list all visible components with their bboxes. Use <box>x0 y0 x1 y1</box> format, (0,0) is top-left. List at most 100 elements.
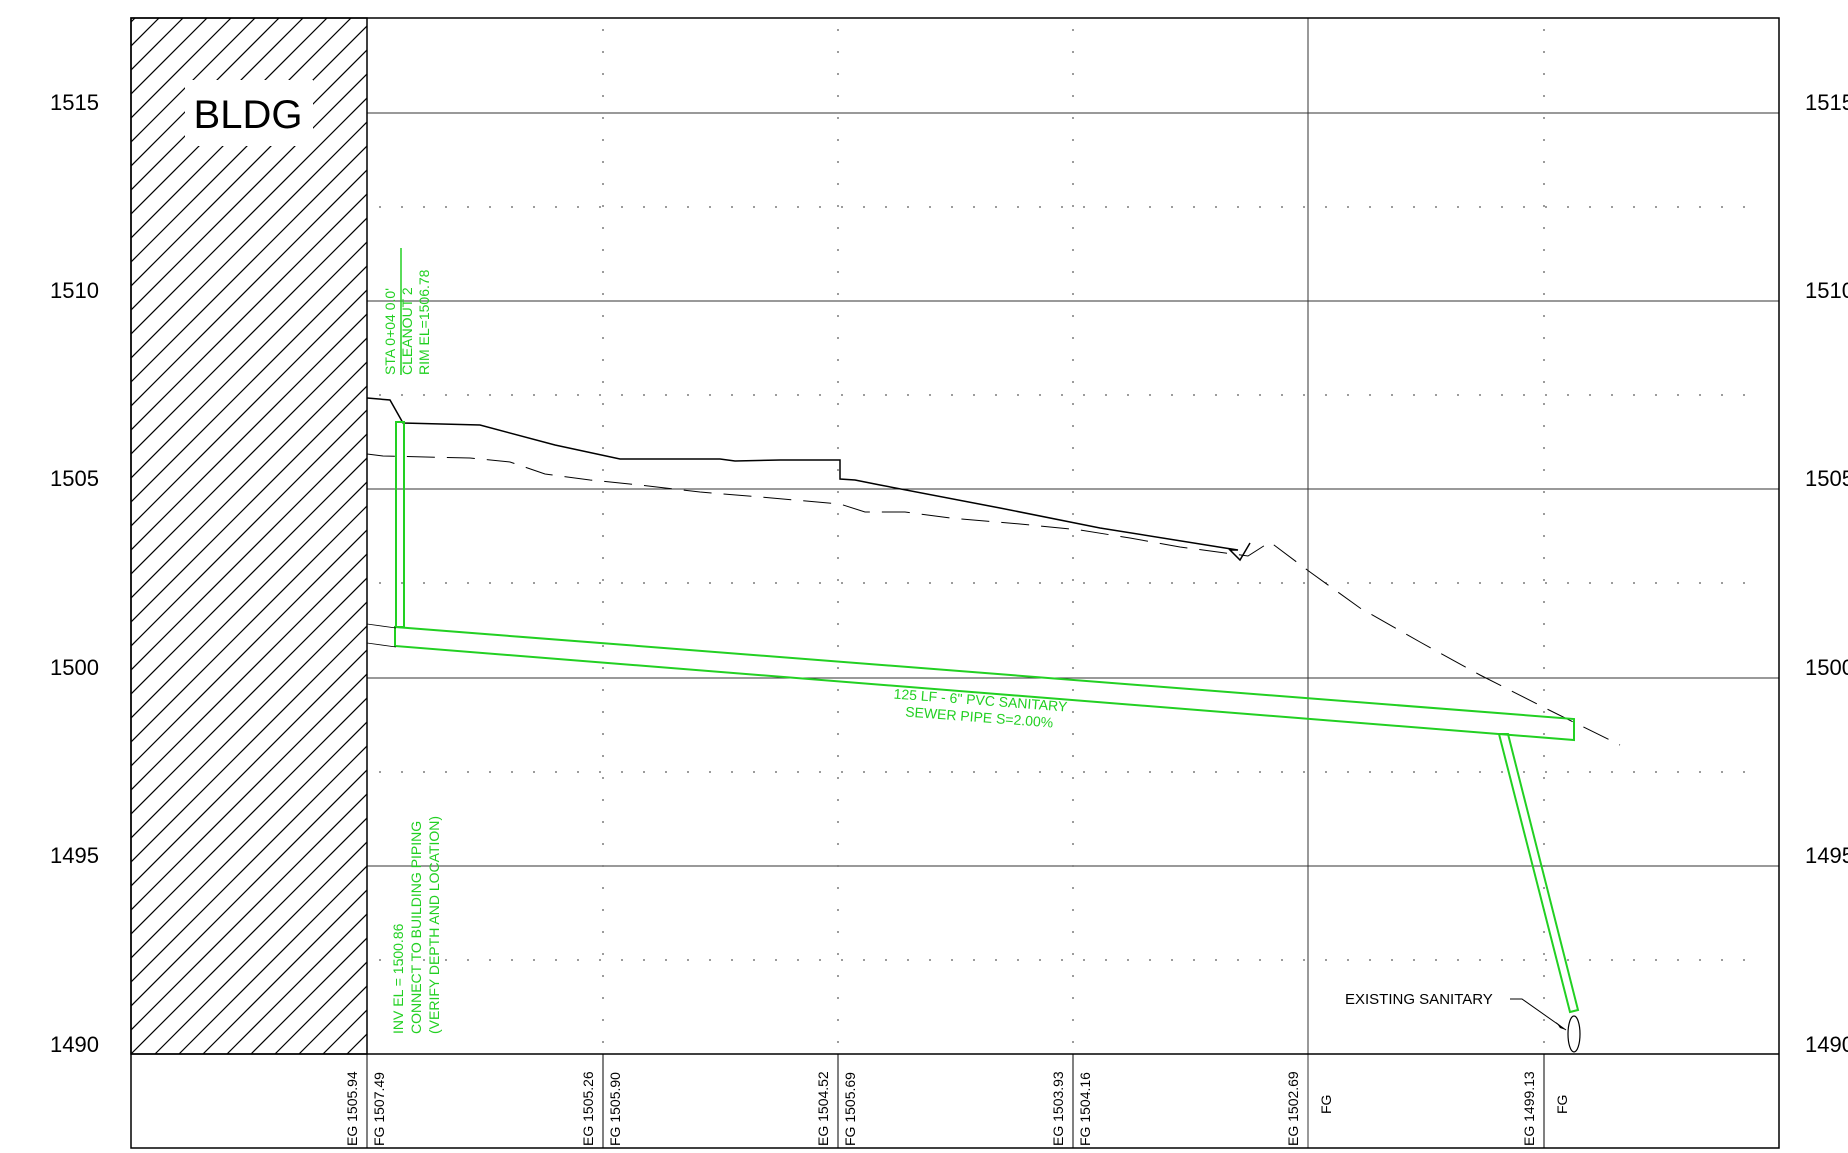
grid-dot <box>1072 689 1074 691</box>
grid-dot <box>907 582 909 584</box>
grid-dot <box>687 394 689 396</box>
grid-dot <box>511 206 513 208</box>
grid-dot <box>1083 394 1085 396</box>
grid-dot <box>1072 139 1074 141</box>
grid-dot <box>1281 771 1283 773</box>
grid-dot <box>1193 582 1195 584</box>
grid-dot <box>1391 771 1393 773</box>
connection-pipe <box>1497 733 1580 1014</box>
grid-dot <box>837 557 839 559</box>
grid-dot <box>602 29 604 31</box>
grid-dot <box>837 293 839 295</box>
grid-dot <box>1072 623 1074 625</box>
grid-dot <box>445 582 447 584</box>
grid-dot <box>1589 394 1591 396</box>
grid-dot <box>1072 161 1074 163</box>
grid-dot <box>423 206 425 208</box>
grid-dot <box>1611 206 1613 208</box>
grid-dot <box>837 997 839 999</box>
grid-dot <box>1061 959 1063 961</box>
grid-dot <box>1237 959 1239 961</box>
grid-dot <box>1543 161 1545 163</box>
grid-dot <box>1479 582 1481 584</box>
grid-dot <box>837 337 839 339</box>
grid-dot <box>1721 959 1723 961</box>
grid-dot <box>602 447 604 449</box>
grid-dot <box>951 582 953 584</box>
grid-dot <box>837 579 839 581</box>
cleanout-label-text: CLEANOUT 2 <box>399 287 415 375</box>
grid-dot <box>1237 771 1239 773</box>
grid-dot <box>1435 771 1437 773</box>
grid-dot <box>709 959 711 961</box>
grid-dot <box>687 771 689 773</box>
grid-dot <box>1523 771 1525 773</box>
grid-dot <box>401 582 403 584</box>
grid-dot <box>1543 733 1545 735</box>
grid-dot <box>1281 959 1283 961</box>
station-fg-label: FG <box>1554 1095 1570 1114</box>
grid-dot <box>1655 959 1657 961</box>
grid-dot <box>863 771 865 773</box>
grid-dot <box>1543 359 1545 361</box>
grid-dot <box>837 161 839 163</box>
grid-dot <box>1543 271 1545 273</box>
grid-dot <box>929 771 931 773</box>
minor-grid <box>379 29 1745 1043</box>
grid-dot <box>1721 582 1723 584</box>
grid-dot <box>1072 843 1074 845</box>
grid-dot <box>1347 394 1349 396</box>
sanitary-pipe <box>394 421 1580 1014</box>
grid-dot <box>489 959 491 961</box>
grid-dot <box>1369 206 1371 208</box>
grid-dot <box>907 771 909 773</box>
grid-dot <box>1677 582 1679 584</box>
existing-sanitary-leader <box>1510 998 1567 1031</box>
grid-dot <box>577 771 579 773</box>
grid-dot <box>602 95 604 97</box>
grid-dot <box>1413 206 1415 208</box>
grid-dot <box>1633 206 1635 208</box>
grid-dot <box>1072 51 1074 53</box>
grid-dot <box>555 959 557 961</box>
plot-frame <box>130 17 1780 1149</box>
grid-dot <box>709 394 711 396</box>
grid-dot <box>621 394 623 396</box>
grid-dot <box>665 582 667 584</box>
station-eg-label: EG 1503.93 <box>1050 1071 1066 1146</box>
grid-dot <box>602 227 604 229</box>
grid-dot <box>1391 582 1393 584</box>
grid-dot <box>1543 975 1545 977</box>
grid-dot <box>445 394 447 396</box>
grid-dot <box>1479 771 1481 773</box>
invert-verify-text: (VERIFY DEPTH AND LOCATION) <box>426 816 442 1034</box>
grid-dot <box>1435 582 1437 584</box>
cleanout-rim-text: RIM EL=1506.78 <box>416 269 432 375</box>
grid-dot <box>1325 771 1327 773</box>
grid-dot <box>1543 403 1545 405</box>
grid-dot <box>602 755 604 757</box>
grid-dot <box>602 293 604 295</box>
grid-dot <box>995 771 997 773</box>
grid-dot <box>1543 513 1545 515</box>
grid-dot <box>837 645 839 647</box>
grid-dot <box>602 315 604 317</box>
grid-dot <box>1072 975 1074 977</box>
elev-label-left: 1505 <box>50 466 99 491</box>
grid-dot <box>1391 206 1393 208</box>
grid-dot <box>1215 959 1217 961</box>
grid-dot <box>837 733 839 735</box>
grid-dot <box>1543 579 1545 581</box>
grid-dot <box>753 394 755 396</box>
grid-dot <box>1127 771 1129 773</box>
grid-dot <box>621 206 623 208</box>
grid-dot <box>1127 206 1129 208</box>
grid-dot <box>775 959 777 961</box>
grid-dot <box>1543 51 1545 53</box>
grid-dot <box>1543 1019 1545 1021</box>
grid-dot <box>837 909 839 911</box>
grid-dot <box>1633 959 1635 961</box>
grid-dot <box>1072 95 1074 97</box>
grid-dot <box>753 959 755 961</box>
